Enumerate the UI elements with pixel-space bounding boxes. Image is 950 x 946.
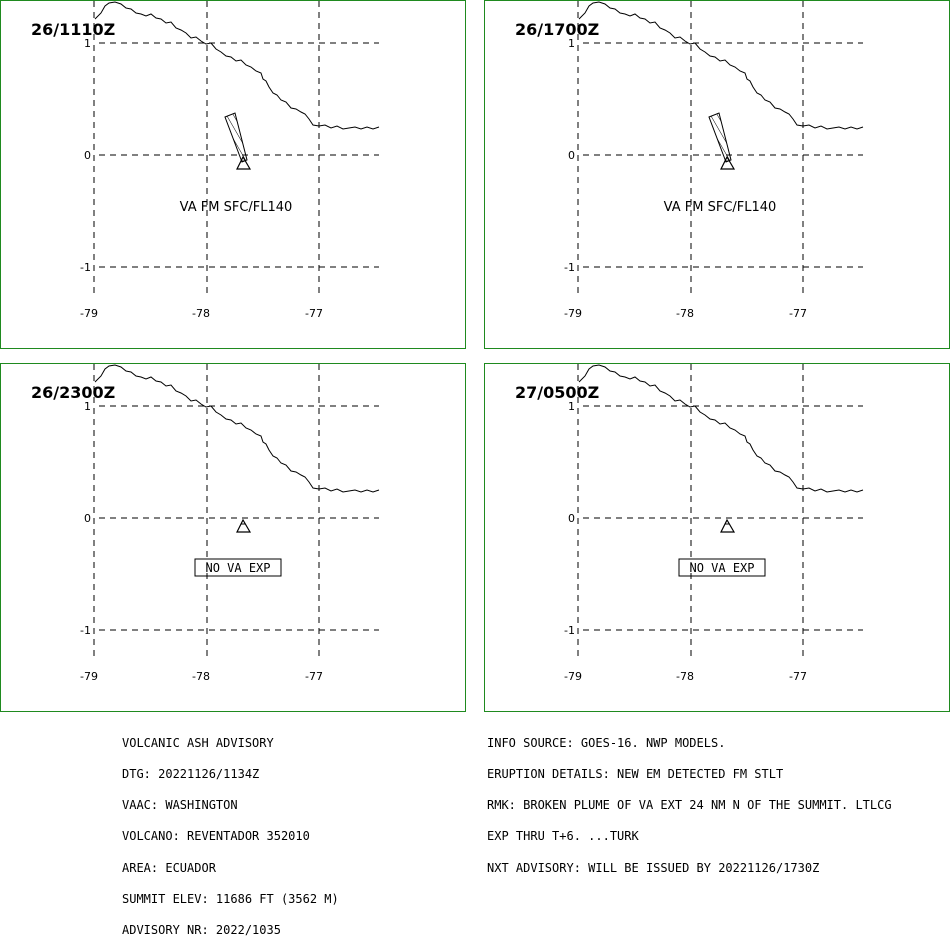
lon-label: -77 [305,307,323,320]
forecast-panel-1: 1 0 -1 -79 -78 -77 26/1110Z VA FM SFC/FL140 [0,0,466,349]
advisory-line: SUMMIT ELEV: 11686 FT (3562 M) [122,891,339,906]
forecast-panel-4: 1 0 -1 -79 -78 -77 27/0500Z NO VA EXP [484,363,950,712]
graticule [577,364,863,658]
coastline [94,1,380,130]
lat-label: 1 [568,37,575,50]
graticule [93,364,379,658]
lat-label: 1 [84,400,91,413]
map-canvas: 1 0 -1 -79 -78 -77 26/1700Z VA FM SFC/FL140 [515,1,864,320]
valid-time: 26/1700Z [515,20,599,39]
lat-label: 1 [568,400,575,413]
advisory-line: VOLCANIC ASH ADVISORY [122,735,274,750]
forecast-panel-2: 1 0 -1 -79 -78 -77 26/1700Z VA FM SFC/FL140 [484,0,950,349]
lat-label: -1 [564,261,575,274]
lat-label: -1 [564,624,575,637]
advisory-line: VOLCANO: REVENTADOR 352010 [122,829,310,844]
lon-label: -79 [80,670,98,683]
map-canvas: 1 0 -1 -79 -78 -77 26/2300Z NO VA EXP [31,364,380,683]
advisory-line: NXT ADVISORY: WILL BE ISSUED BY 20221126… [487,860,820,875]
lon-label: -77 [789,670,807,683]
ash-plume [224,112,248,163]
graticule [577,1,863,295]
volcano-triangle-icon [720,155,736,170]
advisory-line: ADVISORY NR: 2022/1035 [122,923,281,938]
lat-label: -1 [80,624,91,637]
ash-plume [708,112,732,163]
volcano-triangle-icon [720,518,736,533]
lat-label: 0 [84,512,91,525]
lon-label: -79 [564,307,582,320]
map-canvas: 1 0 -1 -79 -78 -77 27/0500Z NO VA EXP [515,364,864,683]
advisory-line: VAAC: WASHINGTON [122,798,238,813]
lon-label: -78 [192,670,210,683]
graticule [93,1,379,295]
no-va-box [678,558,766,577]
lat-label: 1 [84,37,91,50]
lon-label: -79 [80,307,98,320]
valid-time: 26/2300Z [31,383,115,402]
volcano-triangle-icon [236,518,252,533]
valid-time: 26/1110Z [31,20,115,39]
lat-label: -1 [80,261,91,274]
map-canvas: 1 0 -1 -79 -78 -77 26/1110Z VA FM SFC/FL140 [31,1,380,320]
advisory-line: EXP THRU T+6. ...TURK [487,829,639,844]
advisory-text-left: VOLCANIC ASH ADVISORY DTG: 20221126/1134… [122,717,339,946]
advisory-line: ERUPTION DETAILS: NEW EM DETECTED FM STL… [487,767,784,782]
valid-time: 27/0500Z [515,383,599,402]
lat-label: 0 [84,149,91,162]
ash-label: NO VA EXP [205,561,270,575]
no-va-box [194,558,282,577]
volcano-triangle-icon [236,155,252,170]
advisory-text-right: INFO SOURCE: GOES-16. NWP MODELS. ERUPTI… [487,717,892,883]
advisory-line: AREA: ECUADOR [122,860,216,875]
advisory-line: DTG: 20221126/1134Z [122,767,260,782]
ash-label: VA FM SFC/FL140 [664,200,777,215]
lon-label: -78 [676,670,694,683]
lat-label: 0 [568,149,575,162]
ash-label: NO VA EXP [689,561,754,575]
lon-label: -78 [676,307,694,320]
lon-label: -77 [789,307,807,320]
lon-label: -77 [305,670,323,683]
lat-label: 0 [568,512,575,525]
coastline [94,364,380,493]
ash-label: VA FM SFC/FL140 [180,200,293,215]
coastline [578,364,864,493]
forecast-panel-3: 1 0 -1 -79 -78 -77 26/2300Z NO VA EXP [0,363,466,712]
lon-label: -79 [564,670,582,683]
advisory-line: INFO SOURCE: GOES-16. NWP MODELS. [487,735,726,750]
lon-label: -78 [192,307,210,320]
coastline [578,1,864,130]
advisory-line: RMK: BROKEN PLUME OF VA EXT 24 NM N OF T… [487,798,892,813]
